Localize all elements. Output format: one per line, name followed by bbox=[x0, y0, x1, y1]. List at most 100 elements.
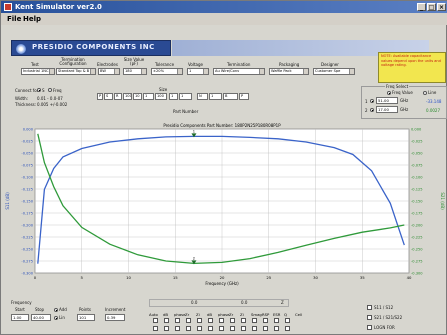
column-header: phase bbox=[218, 312, 230, 317]
part-number-field[interactable]: S bbox=[104, 93, 113, 100]
column-check[interactable] bbox=[186, 326, 191, 331]
size-label: Size bbox=[159, 87, 168, 92]
column-check[interactable] bbox=[175, 326, 180, 331]
test-select[interactable]: Industrial 1NC Cr bbox=[21, 68, 55, 75]
connect-freq-radio[interactable] bbox=[48, 88, 52, 92]
column-check[interactable] bbox=[274, 318, 279, 323]
packaging-label: Packaging bbox=[279, 62, 300, 67]
add-radio[interactable] bbox=[54, 308, 58, 312]
points-input[interactable]: 101 bbox=[77, 314, 95, 321]
column-check[interactable] bbox=[208, 318, 213, 323]
s21-check[interactable] bbox=[367, 315, 372, 320]
column-check[interactable] bbox=[175, 318, 180, 323]
column-check[interactable] bbox=[252, 326, 257, 331]
chevron-down-icon bbox=[90, 69, 95, 74]
voltage-select[interactable]: 1 bbox=[187, 68, 209, 75]
marker1-radio[interactable] bbox=[370, 99, 374, 103]
electrodes-select[interactable]: BW bbox=[98, 68, 120, 75]
maximize-button[interactable]: □ bbox=[427, 3, 436, 11]
size-value-select[interactable]: 180 bbox=[123, 68, 147, 75]
part-number-field[interactable]: 1 bbox=[209, 93, 222, 100]
termination-select[interactable]: Au Wire/Conv bbox=[213, 68, 265, 75]
size-value-value: 180 bbox=[125, 69, 132, 73]
column-check[interactable] bbox=[241, 318, 246, 323]
line-radio[interactable] bbox=[423, 91, 427, 95]
chevron-down-icon bbox=[303, 69, 308, 74]
x-tick-label: 15 bbox=[173, 275, 178, 280]
column-check[interactable] bbox=[263, 326, 268, 331]
designer-select[interactable]: Customer Spe bbox=[313, 68, 355, 75]
part-number-field[interactable]: 1 bbox=[143, 93, 154, 100]
s11-check[interactable] bbox=[367, 305, 372, 310]
menu-help[interactable]: Help bbox=[23, 15, 42, 23]
start-input[interactable]: 1.00 bbox=[11, 314, 29, 321]
s21-check-label: S21 / S21/S22 bbox=[374, 315, 403, 320]
close-button[interactable]: × bbox=[437, 3, 446, 11]
marker-label: 2 bbox=[193, 256, 195, 260]
lin-radio[interactable] bbox=[54, 316, 58, 320]
x-tick-label: 5 bbox=[81, 275, 84, 280]
stop-input[interactable]: 40.00 bbox=[31, 314, 51, 321]
scale-z-label: Z bbox=[281, 300, 284, 305]
column-header: Q bbox=[284, 312, 287, 317]
column-check[interactable] bbox=[164, 326, 169, 331]
y-tick-label: 0.000 bbox=[23, 127, 34, 131]
column-check[interactable] bbox=[285, 318, 290, 323]
marker1-freq-input[interactable]: 51.00 bbox=[376, 97, 398, 104]
column-check[interactable] bbox=[197, 318, 202, 323]
stop-label: Stop bbox=[35, 307, 45, 312]
y2-tick-label: -0.200 bbox=[411, 223, 423, 227]
increment-input[interactable]: 0.39 bbox=[105, 314, 125, 321]
connect-s-radio[interactable] bbox=[37, 88, 41, 92]
marker1-label: 1 bbox=[365, 99, 368, 104]
y2-tick-label: -0.125 bbox=[411, 187, 423, 191]
column-check[interactable] bbox=[186, 318, 191, 323]
log-check[interactable] bbox=[367, 325, 372, 330]
part-number-field[interactable]: 100 bbox=[155, 93, 167, 100]
column-header: Cell bbox=[295, 312, 303, 317]
part-number-field[interactable]: 10 bbox=[133, 93, 142, 100]
part-number-field[interactable]: N bbox=[197, 93, 208, 100]
part-number-field[interactable]: B bbox=[223, 93, 238, 100]
column-check[interactable] bbox=[230, 326, 235, 331]
part-number-field[interactable]: R bbox=[114, 93, 122, 100]
freq-value-radio[interactable] bbox=[387, 91, 391, 95]
column-check[interactable] bbox=[230, 318, 235, 323]
column-check[interactable] bbox=[241, 326, 246, 331]
packaging-select[interactable]: Waffle Pack bbox=[269, 68, 309, 75]
column-header: Zi bbox=[196, 312, 200, 317]
y2-tick-label: -0.225 bbox=[411, 235, 423, 239]
menu-file[interactable]: File bbox=[7, 15, 22, 23]
scale-bar bbox=[149, 299, 289, 307]
termination-config-select[interactable]: Standard Top & B bbox=[56, 68, 96, 75]
y-tick-label: -0.250 bbox=[21, 247, 33, 251]
column-check[interactable] bbox=[263, 318, 268, 323]
start-label: Start bbox=[15, 307, 25, 312]
marker2-freq-input[interactable]: 17.00 bbox=[376, 106, 398, 113]
column-check[interactable] bbox=[164, 318, 169, 323]
app-icon bbox=[4, 3, 12, 11]
marker-1 bbox=[191, 133, 197, 138]
column-check[interactable] bbox=[274, 326, 279, 331]
tolerance-select[interactable]: ±20% bbox=[151, 68, 183, 75]
column-check[interactable] bbox=[219, 326, 224, 331]
column-check[interactable] bbox=[208, 326, 213, 331]
column-check[interactable] bbox=[153, 326, 158, 331]
part-number-field[interactable]: 1 bbox=[179, 93, 192, 100]
part-number-field[interactable]: 100 bbox=[123, 93, 132, 100]
part-number-field[interactable]: P bbox=[239, 93, 249, 100]
column-check[interactable] bbox=[252, 318, 257, 323]
column-check[interactable] bbox=[219, 318, 224, 323]
part-number-field[interactable]: 1 bbox=[169, 93, 178, 100]
column-check[interactable] bbox=[285, 326, 290, 331]
y2-tick-label: -0.075 bbox=[411, 163, 423, 167]
y-tick-label: -0.175 bbox=[21, 211, 33, 215]
line-label: Line bbox=[428, 90, 437, 95]
part-number-field[interactable]: P bbox=[97, 93, 103, 100]
marker2-radio[interactable] bbox=[370, 108, 374, 112]
width-label: Width: bbox=[15, 96, 28, 101]
column-check[interactable] bbox=[197, 326, 202, 331]
minimize-button[interactable]: _ bbox=[417, 3, 426, 11]
add-label: Add bbox=[59, 307, 67, 312]
column-check[interactable] bbox=[153, 318, 158, 323]
